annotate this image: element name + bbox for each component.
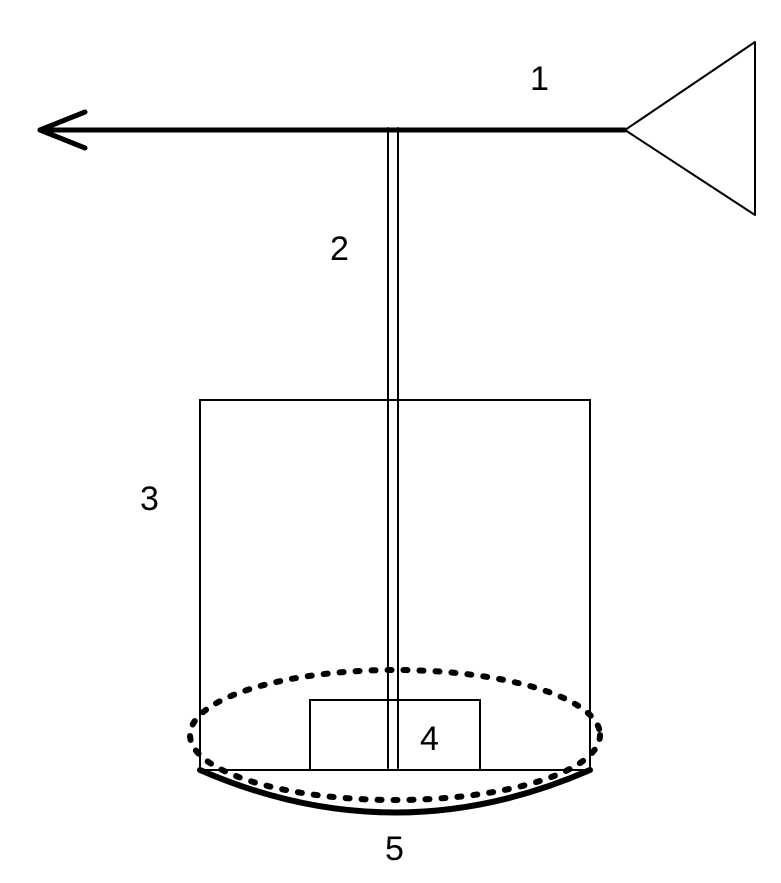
label-3: 3: [140, 480, 159, 518]
label-5: 5: [385, 830, 404, 868]
label-2: 2: [330, 230, 349, 268]
label-1: 1: [530, 60, 549, 98]
label-4: 4: [420, 720, 439, 758]
